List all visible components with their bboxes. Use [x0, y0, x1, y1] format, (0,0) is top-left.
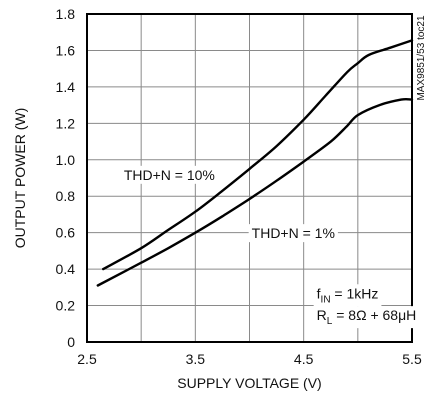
x-tick-label: 5.5 — [402, 351, 422, 367]
tick-labels: 0 0.2 0.4 0.6 0.8 1.0 1.2 1.4 1.6 1.8 2.5 3.5 4.5 5.5 — [56, 6, 422, 367]
label-background — [120, 165, 218, 184]
x-tick-label: 2.5 — [77, 351, 97, 367]
x-tick-label: 3.5 — [186, 351, 206, 367]
label-background — [313, 306, 420, 329]
y-tick-label: 0.8 — [56, 188, 76, 204]
series-line-thd-10 — [102, 39, 414, 271]
y-tick-label: 0.2 — [56, 298, 76, 314]
x-axis-title: SUPPLY VOLTAGE (V) — [177, 375, 321, 391]
condition-label: fIN = 1kHz — [317, 285, 379, 305]
grid — [87, 14, 412, 342]
label-background — [248, 224, 338, 243]
y-tick-label: 1.8 — [56, 6, 76, 22]
series-line-thd-1 — [96, 98, 414, 287]
y-tick-label: 0.4 — [56, 261, 76, 277]
label-background — [313, 284, 382, 307]
series-label: THD+N = 10% — [124, 167, 215, 183]
y-tick-label: 0.6 — [56, 225, 76, 241]
y-tick-label: 0 — [67, 334, 75, 350]
y-tick-label: 1.4 — [56, 79, 76, 95]
y-axis-title: OUTPUT POWER (W) — [12, 108, 28, 249]
y-tick-label: 1.2 — [56, 115, 76, 131]
figure-id-label: MAX9851/53 toc21 — [416, 15, 427, 100]
series-label: THD+N = 1% — [252, 225, 335, 241]
series-lines — [96, 39, 414, 287]
plot-frame — [86, 13, 413, 343]
y-tick-label: 1.6 — [56, 42, 76, 58]
condition-label: RL = 8Ω + 68μH — [317, 307, 417, 327]
x-tick-label: 4.5 — [294, 351, 314, 367]
y-tick-label: 1.0 — [56, 152, 76, 168]
